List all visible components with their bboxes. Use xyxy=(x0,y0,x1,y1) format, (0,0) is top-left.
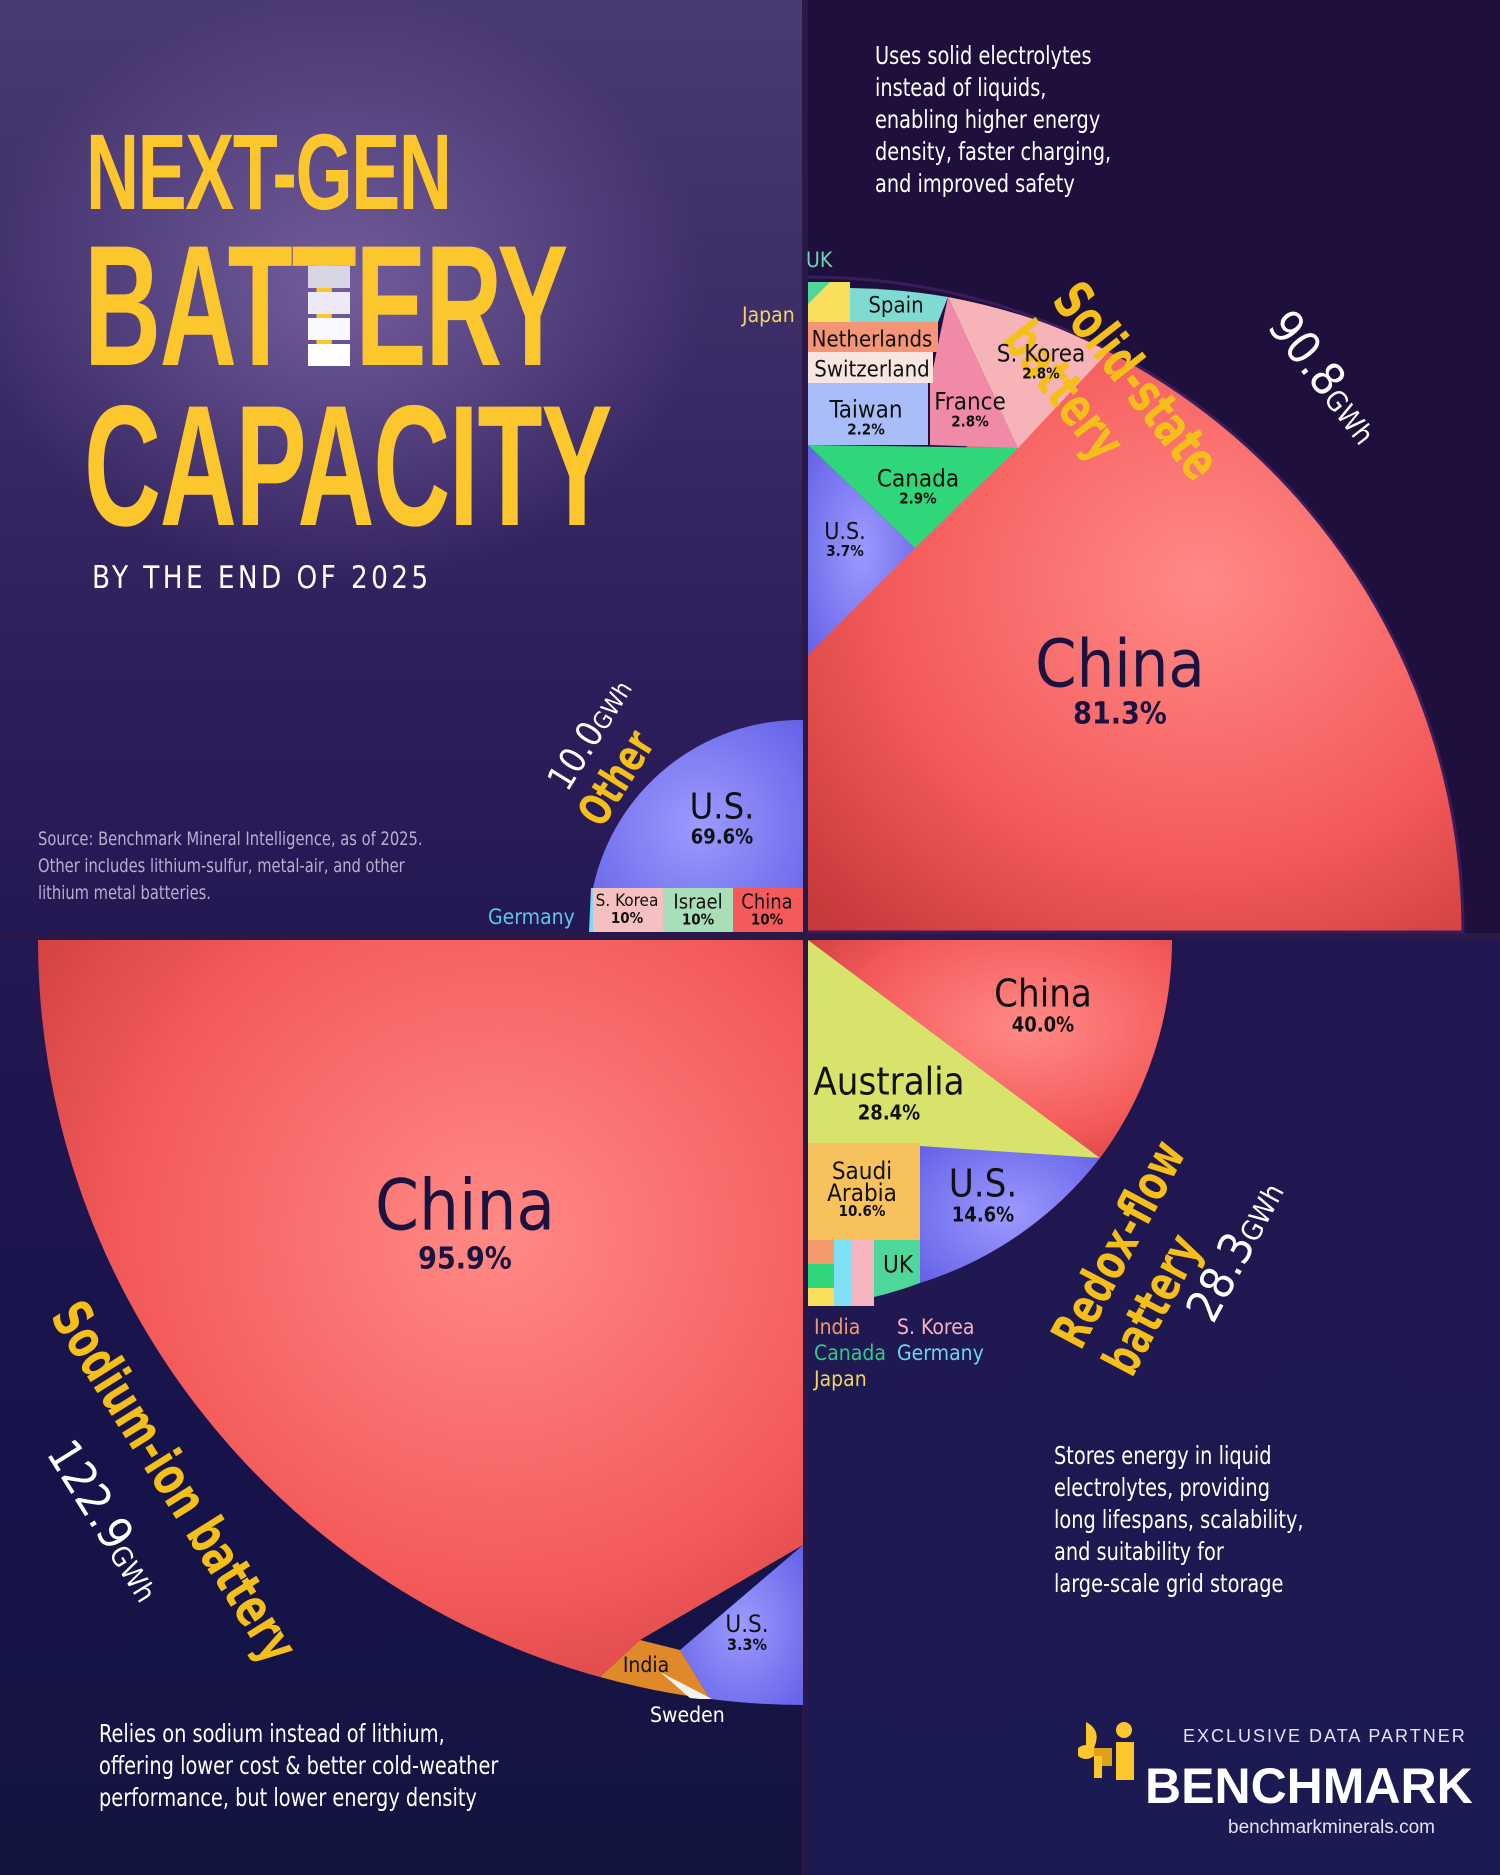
legend-redox-india: India xyxy=(814,1315,861,1339)
label-solid-canada: Canada 2.9% xyxy=(876,464,960,508)
label-redox-china: China 40.0% xyxy=(994,971,1092,1037)
legend-redox-germany: Germany xyxy=(897,1341,984,1365)
label-other-germany: Germany xyxy=(488,905,575,929)
title-line-3: CAPACITY xyxy=(84,370,612,562)
title-line-1: NEXT-GEN xyxy=(86,111,452,232)
label-solid-us: U.S. 3.7% xyxy=(824,519,866,561)
legend-redox-canada: Canada xyxy=(814,1341,886,1365)
label-other-china: China 10% xyxy=(741,889,793,929)
label-solid-netherlands: Netherlands xyxy=(811,327,933,353)
label-solid-uk: UK xyxy=(806,248,833,272)
label-sodium-india: India xyxy=(622,1652,670,1677)
legend-redox-japan: Japan xyxy=(814,1367,867,1391)
label-sodium-us: U.S. 3.3% xyxy=(725,1610,769,1655)
label-redox-australia: Australia 28.4% xyxy=(813,1059,965,1125)
benchmark-logo-icon xyxy=(1078,1722,1134,1780)
label-solid-spain: Spain xyxy=(868,293,924,319)
label-redox-us: U.S. 14.6% xyxy=(948,1161,1018,1227)
label-solid-france: France 2.8% xyxy=(934,387,1006,431)
label-redox-uk: UK xyxy=(883,1250,913,1279)
redox-flow-quadrant xyxy=(808,940,1173,1306)
battery-icon xyxy=(308,266,350,376)
other-quadrant xyxy=(589,719,803,932)
label-redox-saudi: Saudi Arabia 10.6% xyxy=(827,1157,897,1221)
brand-name: BENCHMARK xyxy=(1145,1758,1473,1814)
label-solid-skorea: S. Korea 2.8% xyxy=(996,339,1086,383)
sodium-ion-description: Relies on sodium instead of lithium, off… xyxy=(99,1719,499,1812)
solid-state-description: Uses solid electrolytes instead of liqui… xyxy=(875,41,1112,198)
brand-url[interactable]: benchmarkminerals.com xyxy=(1228,1817,1435,1838)
label-solid-china: China 81.3% xyxy=(1035,625,1205,732)
label-sodium-sweden: Sweden xyxy=(650,1703,725,1727)
label-other-israel: Israel 10% xyxy=(673,889,723,929)
subtitle: BY THE END OF 2025 xyxy=(92,560,432,596)
sodium-ion-quadrant xyxy=(38,940,803,1705)
label-solid-switzerland: Switzerland xyxy=(814,357,930,383)
label-solid-taiwan: Taiwan 2.2% xyxy=(829,395,903,439)
label-solid-japan: Japan xyxy=(742,303,795,327)
redox-flow-description: Stores energy in liquid electrolytes, pr… xyxy=(1054,1441,1304,1598)
solid-state-quadrant xyxy=(807,275,1465,934)
legend-redox-skorea: S. Korea xyxy=(897,1315,975,1339)
label-other-skorea: S. Korea 10% xyxy=(595,891,659,928)
slice-china-solid xyxy=(808,350,1464,932)
label-sodium-china: China 95.9% xyxy=(375,1164,555,1276)
partner-label: EXCLUSIVE DATA PARTNER xyxy=(1183,1726,1467,1746)
source-note: Source: Benchmark Mineral Intelligence, … xyxy=(38,828,423,904)
label-other-us: U.S. 69.6% xyxy=(689,786,755,849)
